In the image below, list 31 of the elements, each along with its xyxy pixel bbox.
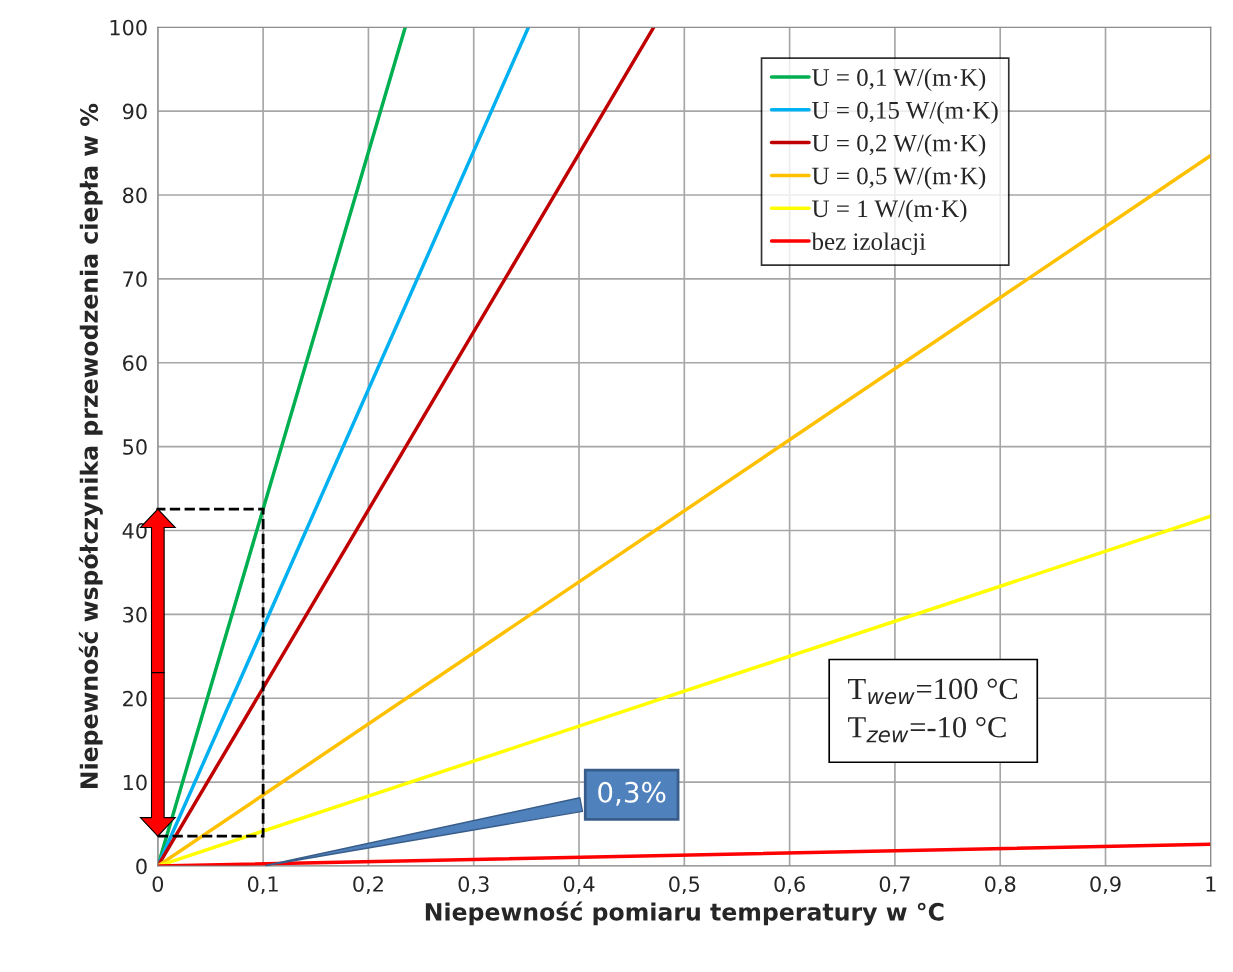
y-tick-label: 0: [136, 858, 147, 875]
y-tick-label: 30: [123, 606, 147, 623]
text: T$_{wew}$=100 °C T$_{zew}$=-10 °C: [848, 678, 1018, 743]
x-tick-label: 0,8: [985, 876, 1016, 895]
y-tick-label: 60: [123, 355, 147, 371]
y-axis-title: Niepewność współczynika przewodzenia ciepła w %: [78, 103, 103, 789]
x-axis-title: Niepewność pomiaru temperatury w °C: [425, 901, 944, 926]
x-tick-label: 0,1: [247, 876, 278, 895]
x-tick-label: 1: [1206, 876, 1216, 892]
legend-label: bez izolacji: [811, 232, 926, 256]
legend-label: U = 0,5 W/(m·K): [812, 166, 986, 190]
legend-label: U = 0,2 W/(m·K): [812, 133, 986, 157]
y-tick-label: 10: [123, 774, 147, 791]
x-tick-label: 0: [152, 876, 164, 892]
x-tick-label: 0,7: [879, 876, 910, 895]
y-tick-label: 50: [123, 439, 147, 455]
x-tick-label: 0,3: [458, 876, 489, 895]
y-tick-label: 100: [110, 19, 147, 36]
x-tick-label: 0,4: [563, 876, 595, 895]
x-tick-label: 0,2: [353, 876, 383, 895]
x-tick-label: 0,5: [669, 876, 700, 895]
legend-label: U = 1 W/(m·K): [812, 199, 967, 223]
x-tick-label: 0,6: [774, 876, 805, 895]
y-tick-label: 80: [123, 187, 147, 204]
legend-label: U = 0,15 W/(m·K): [812, 101, 998, 124]
y-tick-label: 90: [122, 103, 147, 120]
annotation: 0,3%: [598, 781, 666, 806]
x-tick-label: 0,9: [1090, 876, 1121, 895]
y-tick-label: 20: [123, 690, 147, 707]
legend-label: U = 0,1 W/(m·K): [812, 68, 986, 91]
y-tick-label: 70: [123, 271, 147, 288]
